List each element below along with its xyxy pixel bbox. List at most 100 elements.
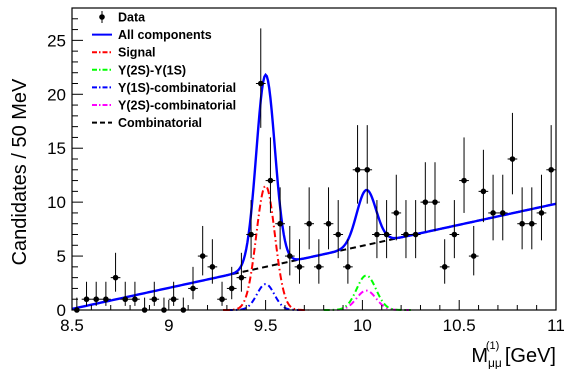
data-marker <box>383 231 390 238</box>
axes: 8.5 9 9.5 10 10.5 11 0 5 10 15 20 25 <box>47 7 565 335</box>
data-marker <box>122 296 129 303</box>
y-tick-label: 20 <box>47 85 66 104</box>
data-point <box>91 281 102 306</box>
legend-entry-signal: Signal <box>92 46 156 60</box>
data-point <box>497 174 508 241</box>
data-point <box>517 187 527 250</box>
legend-entry-data: Data <box>99 11 146 25</box>
data-series <box>72 28 556 313</box>
data-point <box>507 112 518 195</box>
data-point <box>468 225 479 276</box>
data-point <box>333 200 344 259</box>
legend-swatch-marker <box>99 14 105 20</box>
x-tick-label: 10.5 <box>443 316 476 335</box>
data-point <box>265 137 276 213</box>
data-point <box>81 281 92 306</box>
x-axis-title: Mμμ (1) [GeV] <box>471 340 556 369</box>
data-point <box>391 174 402 241</box>
data-marker <box>170 296 177 303</box>
data-marker <box>490 210 496 216</box>
data-marker <box>325 220 332 227</box>
x-tick-label: 8.5 <box>60 316 84 335</box>
data-marker <box>257 80 264 87</box>
data-marker <box>287 253 293 259</box>
y-axis-title: Candidates / 50 MeV <box>9 78 31 265</box>
data-point <box>362 125 373 204</box>
data-point <box>255 28 266 128</box>
legend-label: Signal <box>118 46 156 60</box>
data-point <box>478 149 489 223</box>
x-axis-title-unit: [GeV] <box>499 345 556 367</box>
data-point <box>449 200 460 259</box>
data-point <box>149 281 160 306</box>
data-marker <box>335 231 342 238</box>
y-tick-label: 0 <box>57 301 66 320</box>
data-marker <box>354 166 361 173</box>
data-marker <box>83 296 90 303</box>
legend-entry-all: All components <box>92 28 212 42</box>
legend-label: Υ(1S)-combinatorial <box>118 81 236 95</box>
signal-curve <box>223 184 309 311</box>
data-marker <box>470 253 477 259</box>
data-marker <box>151 296 158 303</box>
data-point <box>226 266 237 300</box>
data-point <box>372 200 382 259</box>
data-marker <box>296 264 303 270</box>
data-point <box>526 187 537 250</box>
data-point <box>488 174 498 241</box>
legend-label: Υ(2S)-combinatorial <box>118 99 236 113</box>
data-point <box>304 187 314 250</box>
data-point <box>410 200 421 259</box>
legend-label: Data <box>118 11 146 25</box>
legend-entry-y1scomb: Υ(1S)-combinatorial <box>92 81 236 95</box>
data-marker <box>277 220 283 227</box>
data-point <box>536 174 547 241</box>
data-marker <box>374 231 380 238</box>
data-point <box>430 162 440 232</box>
data-point <box>110 252 121 292</box>
x-tick-label: 9.5 <box>254 316 278 335</box>
data-point <box>275 187 285 250</box>
legend-label: Υ(2S)-Υ(1S) <box>118 63 186 77</box>
data-marker <box>306 220 312 227</box>
data-point <box>459 137 469 213</box>
data-point <box>207 239 218 284</box>
legend-label: All components <box>118 28 212 42</box>
data-point <box>120 281 131 306</box>
data-point <box>343 239 353 284</box>
data-marker <box>451 231 458 238</box>
data-marker <box>267 177 274 184</box>
data-point <box>101 281 111 306</box>
x-tick-label: 9 <box>164 316 173 335</box>
x-tick-label: 11 <box>547 316 565 335</box>
data-marker <box>112 274 119 281</box>
data-marker <box>422 199 429 205</box>
data-marker <box>248 231 254 238</box>
legend-label: Combinatorial <box>118 116 202 130</box>
data-marker <box>364 166 371 173</box>
data-marker <box>219 296 225 303</box>
data-point <box>236 252 247 292</box>
data-marker <box>93 296 99 303</box>
data-point <box>197 225 208 276</box>
data-point <box>546 125 556 204</box>
data-marker <box>538 210 545 216</box>
data-point <box>323 187 334 250</box>
data-marker <box>499 210 506 216</box>
data-marker <box>548 166 554 173</box>
data-marker <box>509 156 516 162</box>
data-point <box>439 239 450 284</box>
y-tick-label: 10 <box>47 193 66 212</box>
legend-entry-y2s1s: Υ(2S)-Υ(1S) <box>92 63 186 77</box>
y1s-combinatorial-curve <box>226 283 305 311</box>
data-marker <box>228 285 235 292</box>
data-point <box>352 125 363 204</box>
y-tick-label: 15 <box>47 139 66 158</box>
x-axis-title-symbol: M <box>471 345 488 367</box>
data-point <box>294 239 305 284</box>
legend-entry-comb: Combinatorial <box>92 116 202 130</box>
data-point <box>420 162 431 232</box>
legend-entry-y2scomb: Υ(2S)-combinatorial <box>92 99 236 113</box>
data-marker <box>132 296 138 303</box>
data-marker <box>519 220 525 227</box>
